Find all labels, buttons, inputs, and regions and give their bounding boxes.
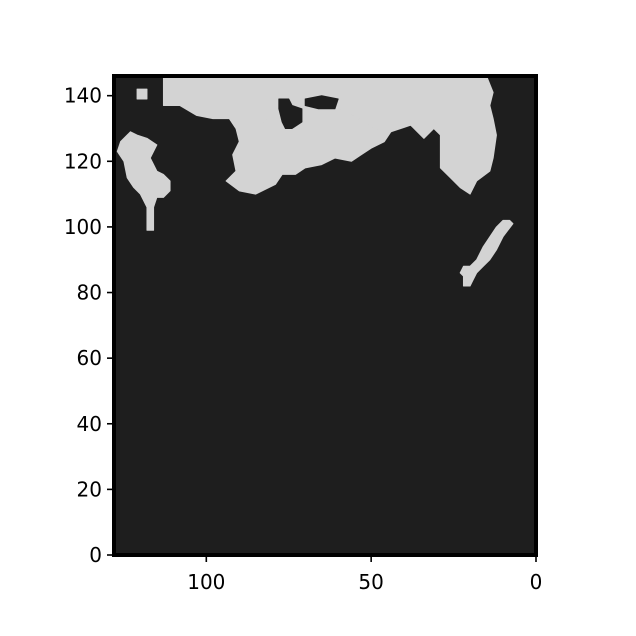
- y-tick-label: 0: [89, 543, 102, 567]
- y-tick-label: 100: [64, 215, 102, 239]
- x-tick-label: 100: [187, 570, 225, 594]
- y-tick-label: 20: [77, 477, 102, 501]
- background-region-3: [304, 95, 339, 110]
- x-tick-label: 50: [358, 570, 383, 594]
- x-axis: 100 50 0: [187, 555, 542, 594]
- y-axis: 0 20 40 60 80 100 120 140: [64, 84, 114, 567]
- y-tick-label: 120: [64, 149, 102, 173]
- y-tick-label: 60: [77, 346, 102, 370]
- y-tick-label: 40: [77, 412, 102, 436]
- plot-area: [114, 75, 536, 555]
- foreground-region-6: [459, 219, 514, 287]
- y-tick-label: 80: [77, 281, 102, 305]
- background-region-2: [278, 98, 303, 129]
- y-tick-label: 140: [64, 84, 102, 108]
- plot-frame: [112, 74, 538, 557]
- foreground-region-4: [116, 131, 171, 231]
- x-tick-label: 0: [530, 570, 543, 594]
- foreground-region-5: [136, 88, 148, 100]
